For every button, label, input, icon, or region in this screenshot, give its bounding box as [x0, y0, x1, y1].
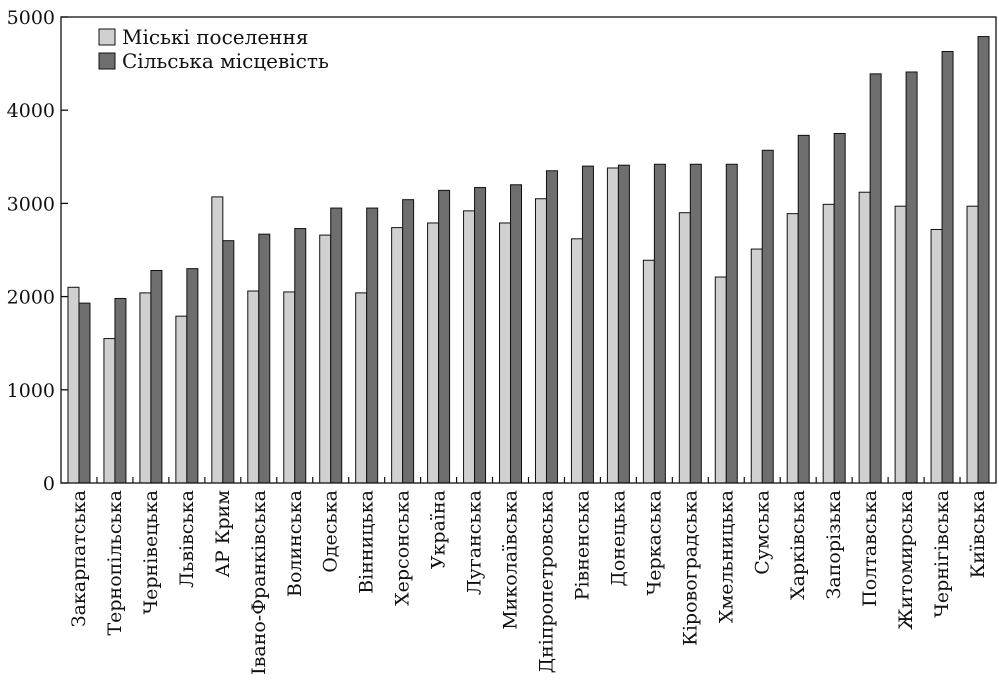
x-category-label: Івано-Франківська [248, 490, 270, 675]
bar-urban [570, 238, 583, 484]
y-tick-label: 3000 [7, 193, 55, 215]
y-tick-label: 0 [43, 473, 55, 495]
x-category-label: АР Крим [212, 490, 234, 578]
x-category-label: Дніпропетровська [535, 490, 557, 673]
x-category-label: Волинська [284, 490, 306, 597]
x-category-label: Херсонська [392, 490, 414, 606]
bar-rural [186, 268, 199, 484]
bar-rural [977, 36, 990, 484]
bar-urban [355, 292, 368, 484]
bar-rural [510, 184, 523, 484]
bar-rural [905, 71, 918, 484]
bar-urban [139, 292, 152, 484]
x-category-label: Миколаївська [500, 490, 522, 630]
bar-urban [858, 191, 871, 484]
x-category-label: Харківська [787, 490, 809, 600]
bar-rural [330, 207, 343, 484]
bar-rural [222, 240, 235, 484]
plot-frame [60, 16, 997, 484]
bar-urban [211, 196, 224, 484]
bar-urban [103, 338, 116, 484]
x-category-label: Житомирська [895, 490, 917, 630]
bar-rural [797, 134, 810, 484]
bar-urban [714, 276, 727, 484]
bar-rural [114, 297, 127, 484]
bar-urban [966, 205, 979, 484]
axes-group: 0 1000 2000 3000 4000 5000 Закарпатська Тернопі… [7, 7, 997, 675]
bar-urban [894, 205, 907, 484]
bar-rural [725, 163, 738, 484]
bar-rural [150, 270, 163, 484]
x-category-label: Сумська [751, 490, 773, 575]
bar-urban [463, 210, 476, 484]
bar-urban [606, 167, 619, 484]
y-tick-label: 1000 [7, 380, 55, 402]
bar-rural [366, 207, 379, 484]
x-category-label: Кіровоградська [679, 490, 701, 646]
bar-urban [786, 213, 799, 484]
bar-rural [294, 228, 307, 484]
bar-rural [617, 164, 630, 484]
bar-urban [822, 203, 835, 484]
x-category-label: Рівненська [571, 490, 593, 600]
y-tick-label: 4000 [7, 100, 55, 122]
x-category-label: Чернівецька [140, 490, 162, 615]
bar-urban [283, 291, 296, 484]
bar-urban [175, 315, 188, 484]
x-category-label: Тернопільська [104, 490, 126, 636]
bar-rural [402, 199, 415, 484]
bar-rural [474, 187, 487, 484]
bar-rural [833, 133, 846, 484]
bar-urban [678, 212, 691, 484]
legend-label-urban: Міські поселення [122, 25, 308, 49]
bar-urban [930, 228, 943, 484]
bar-rural [258, 233, 271, 484]
bar-rural [761, 149, 774, 484]
x-category-label: Одеська [320, 490, 342, 573]
x-category-label: Україна [428, 490, 450, 569]
bar-rural [438, 189, 451, 484]
bar-rural [581, 165, 594, 484]
x-category-label: Львівська [176, 490, 198, 588]
x-category-label: Київська [967, 490, 989, 578]
x-category-label: Полтавська [859, 490, 881, 607]
bar-urban [499, 222, 512, 484]
bars-group [67, 36, 990, 484]
bar-urban [427, 222, 440, 484]
bar-urban [67, 286, 80, 484]
bar-rural [869, 73, 882, 484]
legend: Міські поселення Сільська місцевість [98, 25, 329, 73]
x-category-label: Закарпатська [68, 490, 90, 627]
y-tick-label: 5000 [7, 7, 55, 29]
legend-swatch-rural [98, 52, 116, 70]
y-tick-label: 2000 [7, 287, 55, 309]
x-category-label: Вінницька [356, 490, 378, 594]
bar-rural [545, 170, 558, 484]
legend-swatch-urban [98, 28, 116, 46]
bar-urban [534, 198, 547, 484]
bar-urban [247, 290, 260, 484]
x-category-label: Хмельницька [715, 490, 737, 623]
x-category-label: Чернігівська [931, 490, 953, 618]
bar-urban [391, 227, 404, 484]
bar-rural [941, 50, 954, 484]
x-category-label: Донецька [607, 490, 629, 587]
x-category-label: Черкаська [643, 490, 665, 595]
legend-label-rural: Сільська місцевість [122, 49, 329, 73]
bar-rural [78, 302, 91, 484]
bar-rural [653, 163, 666, 484]
bar-rural [689, 163, 702, 484]
bar-urban [750, 248, 763, 484]
bar-urban [642, 259, 655, 484]
x-category-label: Луганська [464, 490, 486, 595]
x-category-label: Запорізька [823, 490, 845, 599]
bar-urban [319, 234, 332, 484]
